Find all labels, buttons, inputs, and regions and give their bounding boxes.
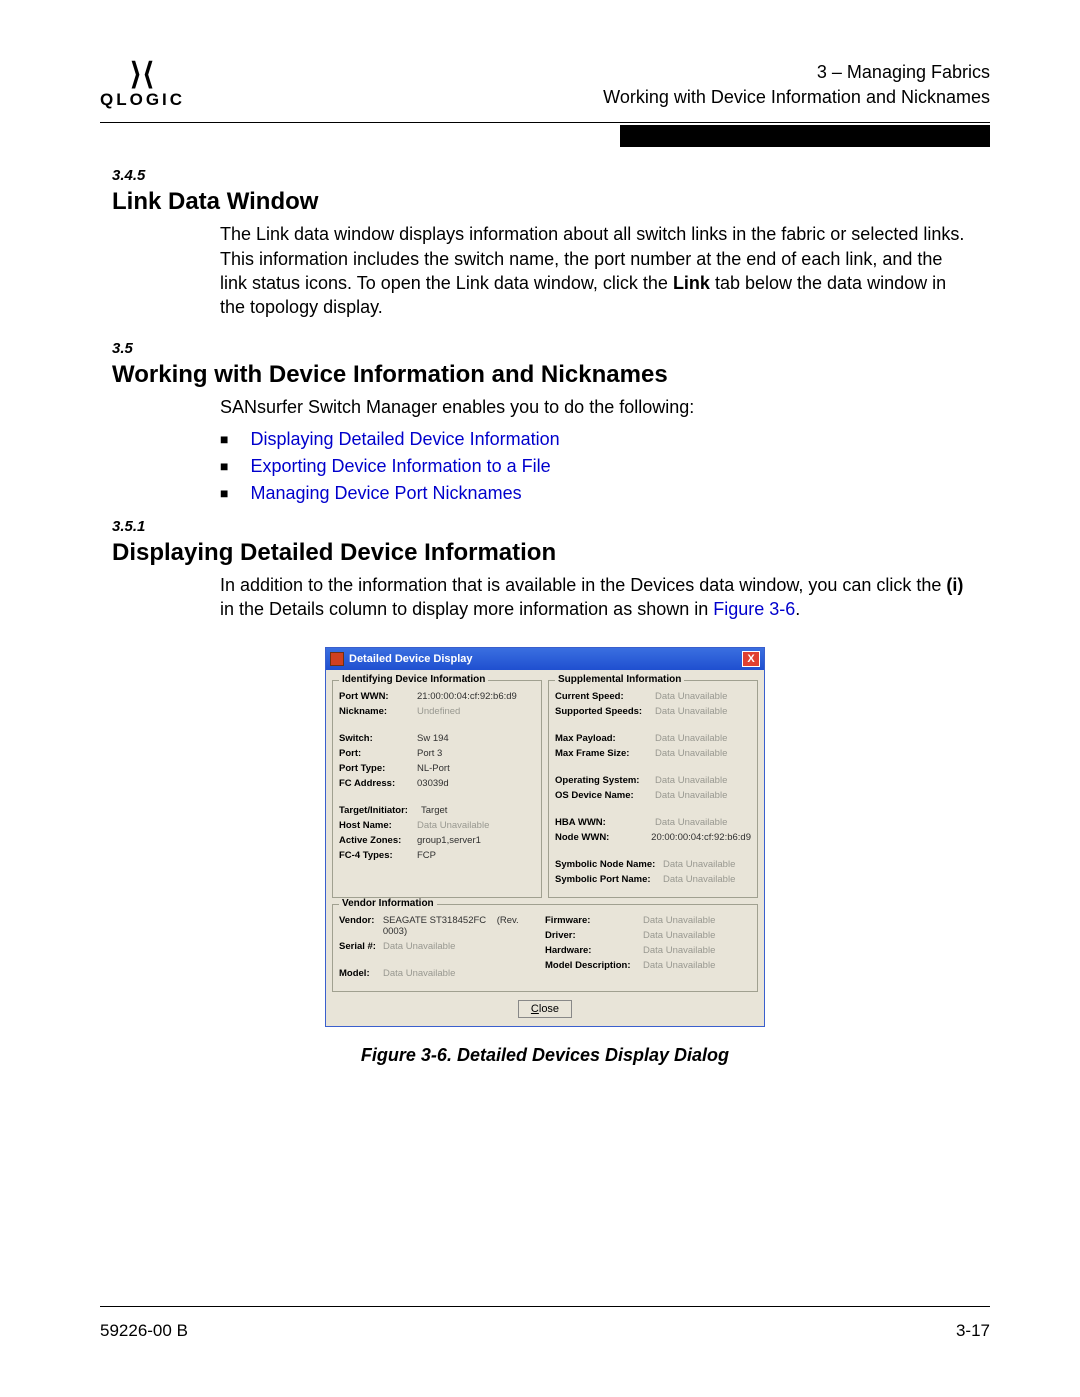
supplemental-info-panel: Supplemental Information Current Speed:D… bbox=[548, 680, 758, 898]
value-target-initiator: Target bbox=[421, 805, 447, 816]
label-operating-system: Operating System: bbox=[555, 775, 655, 786]
label-port-wwn: Port WWN: bbox=[339, 691, 417, 702]
value-port: Port 3 bbox=[417, 748, 442, 759]
label-target-initiator: Target/Initiator: bbox=[339, 805, 421, 816]
label-model: Model: bbox=[339, 968, 383, 979]
identifying-legend: Identifying Device Information bbox=[339, 674, 488, 685]
label-firmware: Firmware: bbox=[545, 915, 643, 926]
identifying-device-info-panel: Identifying Device Information Port WWN:… bbox=[332, 680, 542, 898]
supplemental-legend: Supplemental Information bbox=[555, 674, 684, 685]
value-hba-wwn: Data Unavailable bbox=[655, 817, 727, 828]
label-symbolic-node-name: Symbolic Node Name: bbox=[555, 859, 663, 870]
logo-text: QLOGIC bbox=[100, 90, 185, 110]
label-hba-wwn: HBA WWN: bbox=[555, 817, 655, 828]
value-max-payload: Data Unavailable bbox=[655, 733, 727, 744]
label-switch: Switch: bbox=[339, 733, 417, 744]
label-active-zones: Active Zones: bbox=[339, 835, 417, 846]
link-list: ■ Displaying Detailed Device Information… bbox=[220, 429, 990, 504]
section-title-working-device-info: Working with Device Information and Nick… bbox=[112, 361, 990, 389]
label-node-wwn: Node WWN: bbox=[555, 832, 651, 843]
header-blackbar bbox=[620, 125, 990, 147]
value-symbolic-node-name: Data Unavailable bbox=[663, 859, 735, 870]
page-header: ⟩⟨ QLOGIC 3 – Managing Fabrics Working w… bbox=[100, 60, 990, 110]
value-node-wwn: 20:00:00:04:cf:92:b6:d9 bbox=[651, 832, 751, 843]
value-model-description: Data Unavailable bbox=[643, 960, 715, 971]
close-button[interactable]: Close bbox=[518, 1000, 572, 1018]
label-os-device-name: OS Device Name: bbox=[555, 790, 655, 801]
para-351: In addition to the information that is a… bbox=[220, 573, 970, 622]
value-serial: Data Unavailable bbox=[383, 941, 455, 952]
page-content: 3.4.5 Link Data Window The Link data win… bbox=[100, 167, 990, 1066]
figure-link-3-6[interactable]: Figure 3-6 bbox=[713, 599, 795, 619]
link-item-display-device-info[interactable]: ■ Displaying Detailed Device Information bbox=[220, 429, 990, 450]
square-bullet-icon: ■ bbox=[220, 458, 228, 474]
detailed-device-display-dialog: Detailed Device Display X Identifying De… bbox=[325, 647, 765, 1027]
vendor-info-panel: Vendor Information Vendor: SEAGATE ST318… bbox=[332, 904, 758, 992]
footer-pagenum: 3-17 bbox=[956, 1321, 990, 1341]
section-number-345: 3.4.5 bbox=[112, 167, 990, 184]
value-os-device-name: Data Unavailable bbox=[655, 790, 727, 801]
label-port: Port: bbox=[339, 748, 417, 759]
value-operating-system: Data Unavailable bbox=[655, 775, 727, 786]
vendor-legend: Vendor Information bbox=[339, 898, 437, 909]
link-item-export-device-info[interactable]: ■ Exporting Device Information to a File bbox=[220, 456, 990, 477]
label-supported-speeds: Supported Speeds: bbox=[555, 706, 655, 717]
label-port-type: Port Type: bbox=[339, 763, 417, 774]
header-section: Working with Device Information and Nick… bbox=[603, 85, 990, 110]
value-current-speed: Data Unavailable bbox=[655, 691, 727, 702]
value-model: Data Unavailable bbox=[383, 968, 455, 979]
label-model-description: Model Description: bbox=[545, 960, 643, 971]
value-vendor: SEAGATE ST318452FC (Rev. 0003) bbox=[383, 915, 545, 937]
logo-glyph: ⟩⟨ bbox=[100, 60, 185, 90]
link-item-manage-nicknames[interactable]: ■ Managing Device Port Nicknames bbox=[220, 483, 990, 504]
value-active-zones: group1,server1 bbox=[417, 835, 481, 846]
label-host-name: Host Name: bbox=[339, 820, 417, 831]
value-firmware: Data Unavailable bbox=[643, 915, 715, 926]
label-nickname: Nickname: bbox=[339, 706, 417, 717]
label-fc4-types: FC-4 Types: bbox=[339, 850, 417, 861]
value-host-name: Data Unavailable bbox=[417, 820, 489, 831]
value-fc4-types: FCP bbox=[417, 850, 436, 861]
label-hardware: Hardware: bbox=[545, 945, 643, 956]
label-vendor: Vendor: bbox=[339, 915, 383, 937]
label-driver: Driver: bbox=[545, 930, 643, 941]
label-current-speed: Current Speed: bbox=[555, 691, 655, 702]
close-icon[interactable]: X bbox=[742, 651, 760, 667]
section-title-link-data-window: Link Data Window bbox=[112, 188, 990, 216]
header-rule bbox=[100, 122, 990, 123]
value-supported-speeds: Data Unavailable bbox=[655, 706, 727, 717]
label-max-frame-size: Max Frame Size: bbox=[555, 748, 655, 759]
value-hardware: Data Unavailable bbox=[643, 945, 715, 956]
square-bullet-icon: ■ bbox=[220, 485, 228, 501]
dialog-app-icon bbox=[330, 652, 344, 666]
dialog-title: Detailed Device Display bbox=[349, 653, 473, 665]
value-port-wwn: 21:00:00:04:cf:92:b6:d9 bbox=[417, 691, 517, 702]
value-max-frame-size: Data Unavailable bbox=[655, 748, 727, 759]
dialog-body: Identifying Device Information Port WWN:… bbox=[326, 670, 764, 1026]
value-switch: Sw 194 bbox=[417, 733, 449, 744]
figure-caption: Figure 3-6. Detailed Devices Display Dia… bbox=[100, 1045, 990, 1066]
footer-docnum: 59226-00 B bbox=[100, 1321, 188, 1341]
value-nickname: Undefined bbox=[417, 706, 460, 717]
label-fc-address: FC Address: bbox=[339, 778, 417, 789]
section-number-351: 3.5.1 bbox=[112, 518, 990, 535]
logo: ⟩⟨ QLOGIC bbox=[100, 60, 185, 110]
section-number-35: 3.5 bbox=[112, 340, 990, 357]
label-max-payload: Max Payload: bbox=[555, 733, 655, 744]
value-fc-address: 03039d bbox=[417, 778, 449, 789]
header-right: 3 – Managing Fabrics Working with Device… bbox=[603, 60, 990, 110]
label-symbolic-port-name: Symbolic Port Name: bbox=[555, 874, 663, 885]
para-link-data-window: The Link data window displays informatio… bbox=[220, 222, 970, 319]
value-port-type: NL-Port bbox=[417, 763, 450, 774]
value-driver: Data Unavailable bbox=[643, 930, 715, 941]
page-footer: 59226-00 B 3-17 bbox=[100, 1306, 990, 1341]
para-intro-35: SANsurfer Switch Manager enables you to … bbox=[220, 395, 970, 419]
header-chapter: 3 – Managing Fabrics bbox=[603, 60, 990, 85]
dialog-titlebar[interactable]: Detailed Device Display X bbox=[326, 648, 764, 670]
label-serial: Serial #: bbox=[339, 941, 383, 952]
square-bullet-icon: ■ bbox=[220, 431, 228, 447]
section-title-displaying-device-info: Displaying Detailed Device Information bbox=[112, 539, 990, 567]
value-symbolic-port-name: Data Unavailable bbox=[663, 874, 735, 885]
